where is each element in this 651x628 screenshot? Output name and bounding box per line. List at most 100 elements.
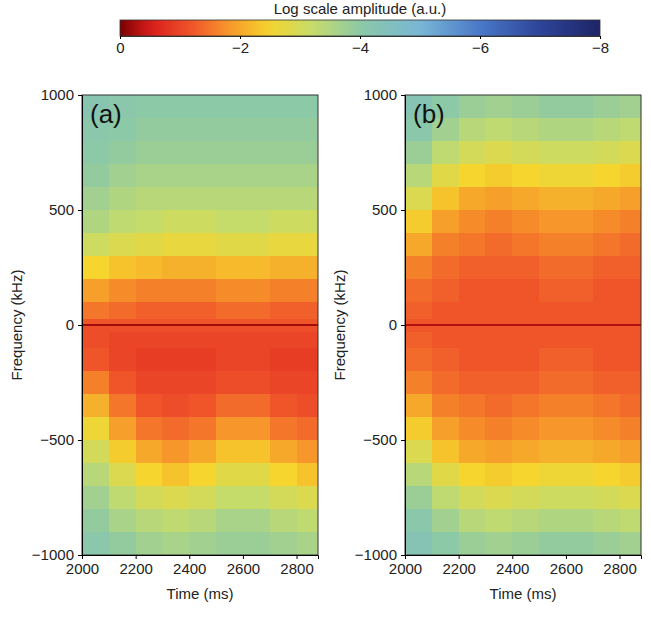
heatmap-cell xyxy=(539,509,566,532)
heatmap-cell xyxy=(162,233,189,256)
heatmap-cell xyxy=(432,417,459,440)
heatmap-cell xyxy=(593,256,620,279)
heatmap-cell xyxy=(109,324,136,326)
heatmap-cell xyxy=(136,141,163,164)
heatmap-cell xyxy=(459,164,486,187)
heatmap-cell xyxy=(539,187,566,210)
heatmap-cell xyxy=(405,509,432,532)
heatmap-cell xyxy=(593,463,620,486)
heatmap-cell xyxy=(539,302,566,319)
heatmap-cell xyxy=(216,332,243,349)
heatmap-cell xyxy=(243,302,270,319)
heatmap-cell xyxy=(485,348,512,371)
x-tick-mark xyxy=(189,555,190,559)
y-tick-mark xyxy=(78,440,82,441)
heatmap-cell xyxy=(593,233,620,256)
heatmap-cell xyxy=(270,210,297,233)
colorbar-tick: −8 xyxy=(592,36,609,56)
heatmap-cell xyxy=(216,417,243,440)
heatmap-cell xyxy=(243,279,270,302)
colorbar-label: Log scale amplitude (a.u.) xyxy=(274,0,447,17)
y-tick-label: 1000 xyxy=(364,86,397,103)
heatmap-cell xyxy=(109,141,136,164)
heatmap-cell xyxy=(136,440,163,463)
y-tick: 500 xyxy=(49,201,82,218)
x-tick: 2200 xyxy=(442,555,475,577)
heatmap-cell xyxy=(432,318,459,324)
heatmap-cell xyxy=(162,417,189,440)
heatmap-cell xyxy=(566,509,593,532)
heatmap-cell xyxy=(566,118,593,141)
heatmap-cell xyxy=(512,394,539,417)
heatmap-cell xyxy=(620,417,641,440)
heatmap-cell xyxy=(243,326,270,332)
heatmap-cell xyxy=(109,210,136,233)
heatmap-cell xyxy=(512,210,539,233)
heatmap-cell xyxy=(459,440,486,463)
heatmap-cell xyxy=(459,326,486,332)
heatmap-cell xyxy=(216,486,243,509)
heatmap-cell xyxy=(620,187,641,210)
colorbar-axis: 0−2−4−6−8 xyxy=(116,36,609,56)
heatmap-cell xyxy=(189,210,216,233)
x-tick: 2600 xyxy=(550,555,583,577)
colorbar xyxy=(120,20,600,36)
x-tick-label: 2600 xyxy=(550,560,583,577)
heatmap-cell xyxy=(162,324,189,326)
y-tick-label: −1000 xyxy=(355,546,397,563)
heatmap-cell xyxy=(485,210,512,233)
heatmap-cell xyxy=(485,318,512,324)
heatmap-cell xyxy=(405,187,432,210)
x-axis-line xyxy=(83,556,319,560)
heatmap-cell xyxy=(82,164,109,187)
heatmap-cell xyxy=(189,141,216,164)
heatmap-cell xyxy=(189,187,216,210)
y-tick-mark xyxy=(401,325,405,326)
heatmap-cell xyxy=(539,95,566,118)
heatmap-cell xyxy=(216,210,243,233)
heatmap-cell xyxy=(432,302,459,319)
heatmap-cell xyxy=(297,348,318,371)
heatmap-cell xyxy=(216,141,243,164)
heatmap-cell xyxy=(189,486,216,509)
heatmap-cell xyxy=(432,141,459,164)
heatmap-cell xyxy=(405,318,432,324)
heatmap-cell xyxy=(162,302,189,319)
heatmap-cell xyxy=(82,210,109,233)
heatmap-cell xyxy=(593,326,620,332)
heatmap-cell xyxy=(243,486,270,509)
heatmap-cell xyxy=(162,394,189,417)
heatmap-cell xyxy=(189,164,216,187)
heatmap-cell xyxy=(485,324,512,326)
heatmap-cell xyxy=(405,279,432,302)
heatmap-cell xyxy=(162,210,189,233)
heatmap-cell xyxy=(485,486,512,509)
heatmap-cell xyxy=(620,210,641,233)
heatmap-cell xyxy=(189,463,216,486)
heatmap-cell xyxy=(539,233,566,256)
heatmap-cell xyxy=(485,440,512,463)
x-tick: 2400 xyxy=(173,555,206,577)
heatmap-cell xyxy=(216,394,243,417)
x-tick: 2600 xyxy=(227,555,260,577)
heatmap-cell xyxy=(512,440,539,463)
heatmap-cell xyxy=(162,371,189,394)
heatmap-cell xyxy=(136,326,163,332)
heatmap-cell xyxy=(136,332,163,349)
heatmap-cell xyxy=(566,440,593,463)
heatmap-cell xyxy=(109,279,136,302)
colorbar-tick: −2 xyxy=(232,36,249,56)
y-axis: −1000−50005001000 xyxy=(32,86,83,563)
heatmap-cell xyxy=(189,532,216,555)
heatmap-cell xyxy=(216,348,243,371)
heatmap-cell xyxy=(270,256,297,279)
heatmap-cell xyxy=(459,324,486,326)
heatmap-cell xyxy=(405,332,432,349)
heatmap-cell xyxy=(136,302,163,319)
heatmap-cell xyxy=(162,95,189,118)
heatmap-cell xyxy=(432,394,459,417)
heatmap-cell xyxy=(216,302,243,319)
heatmap-cell xyxy=(512,417,539,440)
heatmap-cell xyxy=(109,486,136,509)
x-tick-label: 2600 xyxy=(227,560,260,577)
